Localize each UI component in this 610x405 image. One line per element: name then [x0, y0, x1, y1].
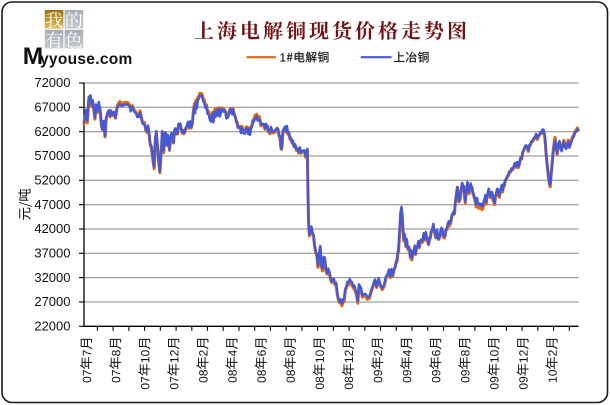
svg-text:yyouse.com: yyouse.com [40, 51, 133, 68]
svg-text:37000: 37000 [34, 246, 70, 261]
svg-text:52000: 52000 [34, 173, 70, 188]
svg-text:27000: 27000 [34, 294, 70, 309]
svg-text:47000: 47000 [34, 197, 70, 212]
svg-text:32000: 32000 [34, 270, 70, 285]
svg-text:72000: 72000 [34, 75, 70, 90]
svg-text:M: M [23, 43, 43, 70]
svg-text:57000: 57000 [34, 148, 70, 163]
svg-text:67000: 67000 [34, 100, 70, 115]
svg-text:42000: 42000 [34, 221, 70, 236]
svg-text:22000: 22000 [34, 319, 70, 334]
svg-text:62000: 62000 [34, 124, 70, 139]
